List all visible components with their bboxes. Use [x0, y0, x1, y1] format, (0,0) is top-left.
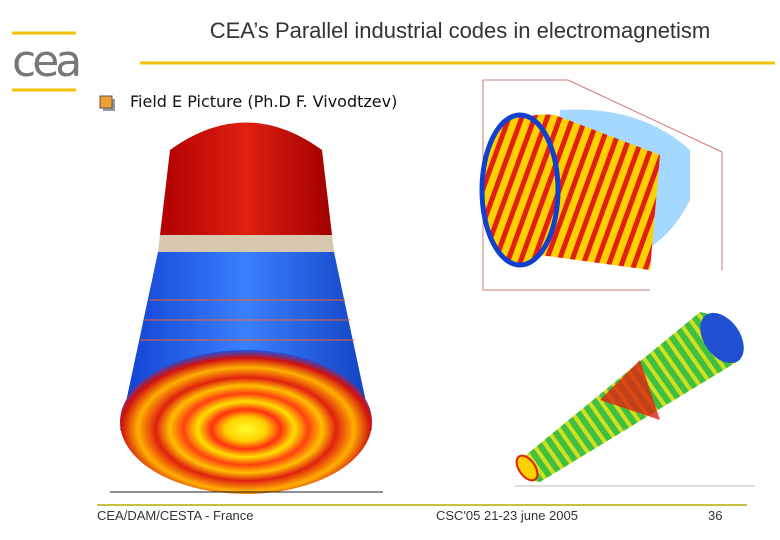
footer-center: CSC'05 21-23 june 2005 — [436, 508, 578, 523]
slide-title: CEA’s Parallel industrial codes in elect… — [209, 18, 711, 43]
page-number: 36 — [708, 508, 723, 523]
bullet-text: Field E Picture (Ph.D F. Vivodtzev) — [130, 92, 398, 111]
footer-left: CEA/DAM/CESTA - France — [97, 508, 254, 523]
logo: cea — [12, 36, 82, 87]
